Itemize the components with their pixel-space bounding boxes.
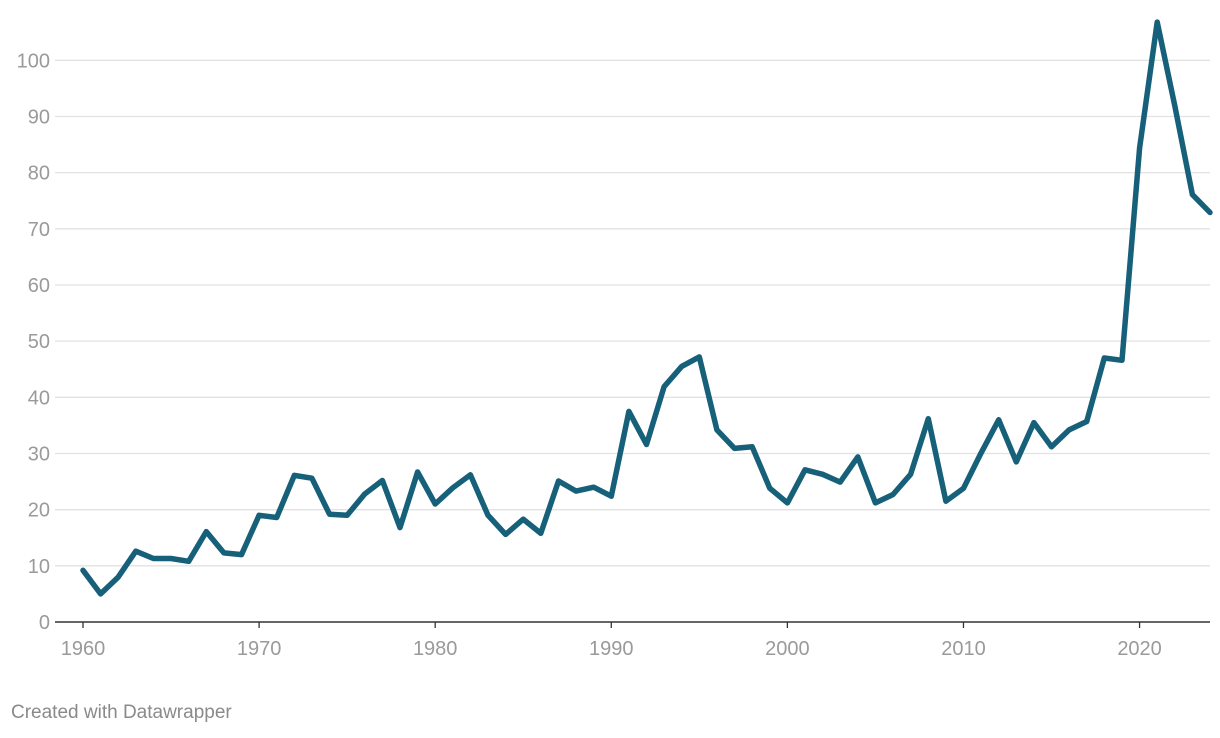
y-tick-label-40: 40: [28, 387, 50, 409]
y-axis-ticks: 0 10 20 30 40 50 60 70 80 90 100: [17, 50, 50, 634]
y-tick-label-20: 20: [28, 500, 50, 522]
x-tick-label-1960: 1960: [61, 638, 106, 660]
x-tick-label-1970: 1970: [237, 638, 282, 660]
y-tick-label-80: 80: [28, 163, 50, 185]
x-tick-label-2010: 2010: [941, 638, 986, 660]
x-tick-label-1990: 1990: [589, 638, 634, 660]
x-tick-label-2020: 2020: [1117, 638, 1162, 660]
x-tick-label-2000: 2000: [765, 638, 810, 660]
y-tick-label-10: 10: [28, 556, 50, 578]
y-tick-label-30: 30: [28, 443, 50, 465]
credit-text: Created with Datawrapper: [11, 702, 232, 723]
y-tick-label-90: 90: [28, 106, 50, 128]
y-tick-label-60: 60: [28, 275, 50, 297]
grid-lines: [55, 59, 1210, 567]
x-tick-label-1980: 1980: [413, 638, 458, 660]
series-layer: [80, 19, 1213, 597]
x-axis: 1960 1970 1980 1990 2000 2010 2020: [55, 621, 1210, 660]
y-tick-label-50: 50: [28, 331, 50, 353]
line-chart: 0 10 20 30 40 50 60 70 80 90 100 1960 1970 1980 1990 2…: [17, 19, 1213, 660]
y-tick-label-70: 70: [28, 219, 50, 241]
series-line-0: [80, 19, 1213, 597]
y-tick-label-100: 100: [17, 50, 50, 72]
y-tick-label-0: 0: [39, 612, 50, 634]
